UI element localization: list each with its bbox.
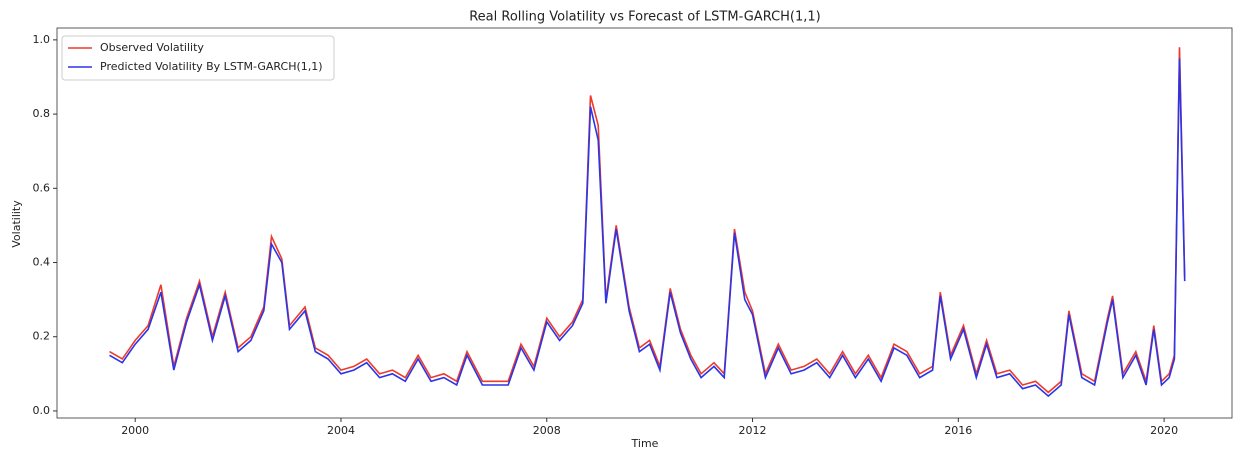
y-tick-label: 0.6 (33, 181, 51, 194)
y-tick-label: 0.4 (33, 256, 51, 269)
y-tick-label: 0.2 (33, 330, 51, 343)
y-tick-label: 0.0 (33, 404, 51, 417)
legend-label: Observed Volatility (100, 41, 204, 54)
legend-box (61, 35, 335, 81)
chart-title: Real Rolling Volatility vs Forecast of L… (469, 10, 821, 25)
plot-frame (56, 27, 1233, 419)
x-axis-label: Time (631, 437, 659, 450)
y-tick-label: 0.8 (33, 107, 51, 120)
x-tick-label: 2000 (121, 424, 149, 437)
x-tick-label: 2020 (1150, 424, 1178, 437)
series-line (109, 47, 1186, 394)
x-tick-label: 2004 (327, 424, 355, 437)
y-tick-label: 1.0 (33, 33, 51, 46)
x-tick-label: 2016 (944, 424, 972, 437)
series-line (109, 58, 1186, 398)
x-tick-label: 2012 (739, 424, 767, 437)
legend-label: Predicted Volatility By LSTM-GARCH(1,1) (100, 60, 323, 73)
y-axis-label: Volatility (10, 200, 23, 248)
x-tick-label: 2008 (533, 424, 561, 437)
